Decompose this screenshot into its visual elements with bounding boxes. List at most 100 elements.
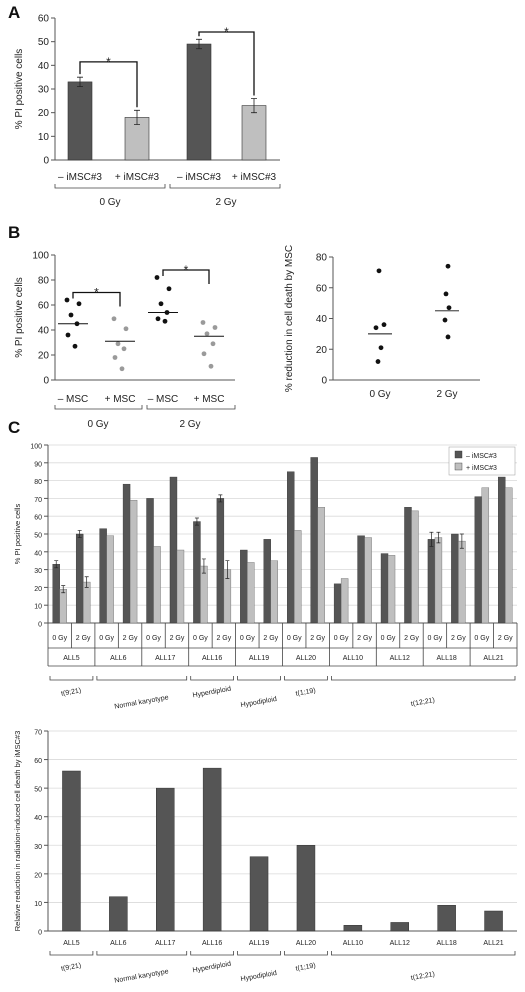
a-significance-line bbox=[79, 61, 138, 108]
c1-bar-plus bbox=[153, 546, 161, 624]
b1-point bbox=[111, 316, 117, 322]
c1-karyotype-bracket bbox=[49, 676, 94, 681]
chart-b-left: 0 20 40 60 80 100 % PI positive cells – MSC + MS… bbox=[14, 251, 236, 430]
c1-bar-minus bbox=[451, 533, 459, 624]
b1-group-bracket bbox=[54, 405, 143, 410]
c1-bar-plus bbox=[317, 507, 325, 624]
b1-group-label: 0 Gy bbox=[87, 419, 108, 430]
b2-category-label: 2 Gy bbox=[436, 389, 457, 400]
b1-point bbox=[208, 363, 214, 369]
a-error-bar bbox=[251, 98, 257, 114]
c1-bar-minus bbox=[380, 553, 389, 624]
c1-karyotype-bracket bbox=[331, 676, 516, 681]
a-ytick-label: 40 bbox=[38, 61, 50, 72]
c1-error-bar bbox=[54, 560, 59, 569]
c2-category-label: ALL20 bbox=[296, 940, 316, 947]
b1-point bbox=[166, 286, 172, 292]
c1-bar-minus bbox=[75, 533, 84, 624]
b2-point bbox=[373, 325, 379, 331]
c2-ytick-label: 60 bbox=[34, 758, 42, 765]
c1-bar-plus bbox=[340, 578, 349, 624]
c1-ytick-label: 30 bbox=[34, 568, 42, 575]
a-group-bracket bbox=[169, 184, 281, 189]
b2-point bbox=[378, 345, 384, 351]
b1-point bbox=[115, 341, 121, 347]
c1-bar-plus bbox=[129, 499, 138, 624]
b1-category-label: + MSC bbox=[105, 394, 136, 405]
c2-bar bbox=[109, 896, 128, 932]
c1-karyotype-bracket bbox=[237, 676, 281, 681]
b1-point bbox=[119, 366, 125, 372]
b1-point bbox=[200, 320, 206, 325]
a-bar bbox=[67, 81, 93, 161]
c1-error-bar bbox=[429, 531, 434, 547]
b1-point bbox=[64, 297, 70, 303]
a-significance-star: * bbox=[224, 25, 229, 39]
c1-bar-minus bbox=[498, 476, 506, 624]
b1-point bbox=[72, 343, 78, 349]
c1-bar-minus bbox=[193, 521, 201, 624]
c1-bar-plus bbox=[458, 540, 466, 624]
b1-point bbox=[210, 341, 216, 347]
c2-karyotype-bracket bbox=[49, 951, 94, 956]
c1-karyotype-label: Hyperdiploid bbox=[192, 686, 232, 700]
c1-error-bar bbox=[77, 530, 82, 538]
b2-category-label: 0 Gy bbox=[369, 389, 390, 400]
b2-point bbox=[443, 291, 449, 297]
panel-label-a: A bbox=[8, 3, 20, 22]
c1-bar-minus bbox=[357, 535, 365, 624]
a-category-label: – iMSC#3 bbox=[58, 172, 102, 183]
c1-bar-plus bbox=[247, 562, 255, 624]
c2-ytick-label: 0 bbox=[38, 930, 42, 937]
a-significance-line bbox=[198, 31, 255, 96]
c1-error-bar bbox=[201, 558, 206, 574]
c1-bar-minus bbox=[310, 457, 318, 624]
b1-point bbox=[76, 301, 82, 307]
c2-karyotype-bracket bbox=[190, 951, 234, 956]
c1-error-bar bbox=[225, 560, 230, 579]
b2-ytick-label: 80 bbox=[316, 253, 328, 264]
b2-point bbox=[445, 334, 451, 340]
b2-point bbox=[442, 317, 448, 323]
c1-karyotype-bracket bbox=[190, 676, 234, 681]
c1-ytick-label: 70 bbox=[34, 497, 42, 504]
chart-a: 0 10 20 30 40 50 60 % PI positive cells – iMSC#3… bbox=[14, 14, 281, 208]
c1-dose-label: 0 Gy bbox=[52, 635, 67, 642]
chart-c-bottom: 0 10 20 30 40 50 60 70 Relative reduction in rad… bbox=[13, 730, 517, 985]
c1-dose-label: 2 Gy bbox=[123, 635, 138, 642]
b1-point bbox=[154, 275, 160, 280]
c1-dose-label: 0 Gy bbox=[193, 635, 208, 642]
c1-karyotype-label: Hypodiploid bbox=[240, 696, 277, 709]
c2-bar bbox=[390, 922, 409, 932]
b2-point bbox=[446, 305, 452, 311]
a-error-bar bbox=[77, 76, 83, 88]
c1-sample-label: ALL19 bbox=[249, 655, 269, 662]
a-ytick-label: 60 bbox=[38, 14, 50, 25]
c1-dose-label: 2 Gy bbox=[310, 635, 325, 642]
c2-ytick-label: 70 bbox=[34, 730, 42, 737]
c1-dose-label: 0 Gy bbox=[334, 635, 349, 642]
c1-dose-label: 2 Gy bbox=[498, 635, 513, 642]
c2-category-label: ALL18 bbox=[437, 940, 457, 947]
c1-legend-label: + iMSC#3 bbox=[466, 465, 497, 472]
c1-karyotype-label: t(12;21) bbox=[410, 697, 435, 708]
c1-ytick-label: 50 bbox=[34, 533, 42, 540]
c1-bar-plus bbox=[294, 530, 302, 624]
b1-ytick-label: 20 bbox=[38, 351, 50, 362]
c1-dose-label: 2 Gy bbox=[357, 635, 372, 642]
c1-dose-label: 0 Gy bbox=[428, 635, 443, 642]
b1-category-label: + MSC bbox=[194, 394, 225, 405]
b1-point bbox=[204, 331, 210, 337]
chart-b-right: 0 20 40 60 80 % reduction in cell death by MS… bbox=[284, 245, 480, 400]
c1-sample-label: ALL12 bbox=[390, 655, 410, 662]
c1-error-bar bbox=[84, 576, 89, 588]
c1-dose-label: 2 Gy bbox=[451, 635, 466, 642]
c1-dose-label: 0 Gy bbox=[287, 635, 302, 642]
b1-significance-star: * bbox=[94, 286, 99, 300]
b1-category-label: – MSC bbox=[58, 394, 89, 405]
c2-karyotype-bracket bbox=[331, 951, 516, 956]
c2-karyotype-label: t(9;21) bbox=[61, 962, 82, 972]
c2-bar bbox=[249, 856, 269, 932]
c1-dose-label: 0 Gy bbox=[474, 635, 489, 642]
c1-error-bar bbox=[194, 517, 199, 526]
